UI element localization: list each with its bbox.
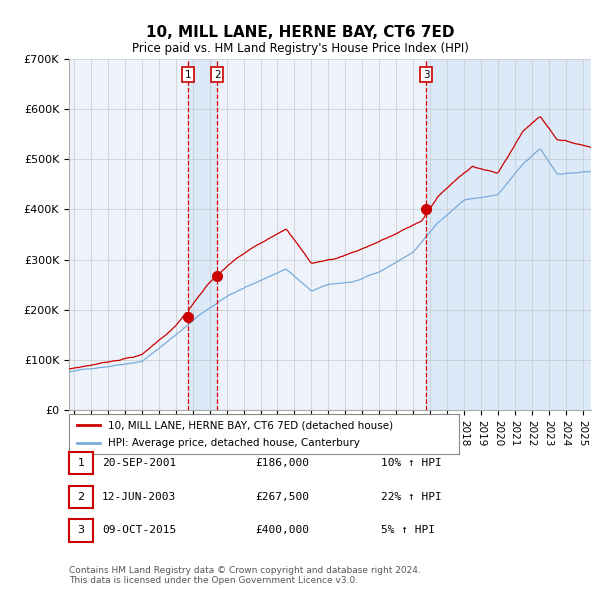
Text: 2: 2 xyxy=(214,70,220,80)
Text: 20-SEP-2001: 20-SEP-2001 xyxy=(102,458,176,468)
Text: £400,000: £400,000 xyxy=(255,526,309,535)
Bar xyxy=(188,59,217,410)
Text: 3: 3 xyxy=(423,70,430,80)
Text: Price paid vs. HM Land Registry's House Price Index (HPI): Price paid vs. HM Land Registry's House … xyxy=(131,42,469,55)
Text: £267,500: £267,500 xyxy=(255,492,309,502)
Text: 1: 1 xyxy=(77,458,85,468)
Text: 22% ↑ HPI: 22% ↑ HPI xyxy=(381,492,442,502)
Text: 2: 2 xyxy=(77,492,85,502)
Text: 10, MILL LANE, HERNE BAY, CT6 7ED: 10, MILL LANE, HERNE BAY, CT6 7ED xyxy=(146,25,454,40)
Text: 5% ↑ HPI: 5% ↑ HPI xyxy=(381,526,435,535)
Text: 12-JUN-2003: 12-JUN-2003 xyxy=(102,492,176,502)
Text: Contains HM Land Registry data © Crown copyright and database right 2024.
This d: Contains HM Land Registry data © Crown c… xyxy=(69,566,421,585)
Text: £186,000: £186,000 xyxy=(255,458,309,468)
Text: 3: 3 xyxy=(77,526,85,535)
Text: 10% ↑ HPI: 10% ↑ HPI xyxy=(381,458,442,468)
Text: 10, MILL LANE, HERNE BAY, CT6 7ED (detached house): 10, MILL LANE, HERNE BAY, CT6 7ED (detac… xyxy=(108,420,393,430)
Text: 09-OCT-2015: 09-OCT-2015 xyxy=(102,526,176,535)
Text: HPI: Average price, detached house, Canterbury: HPI: Average price, detached house, Cant… xyxy=(108,438,360,448)
Text: 1: 1 xyxy=(185,70,191,80)
Bar xyxy=(426,59,591,410)
